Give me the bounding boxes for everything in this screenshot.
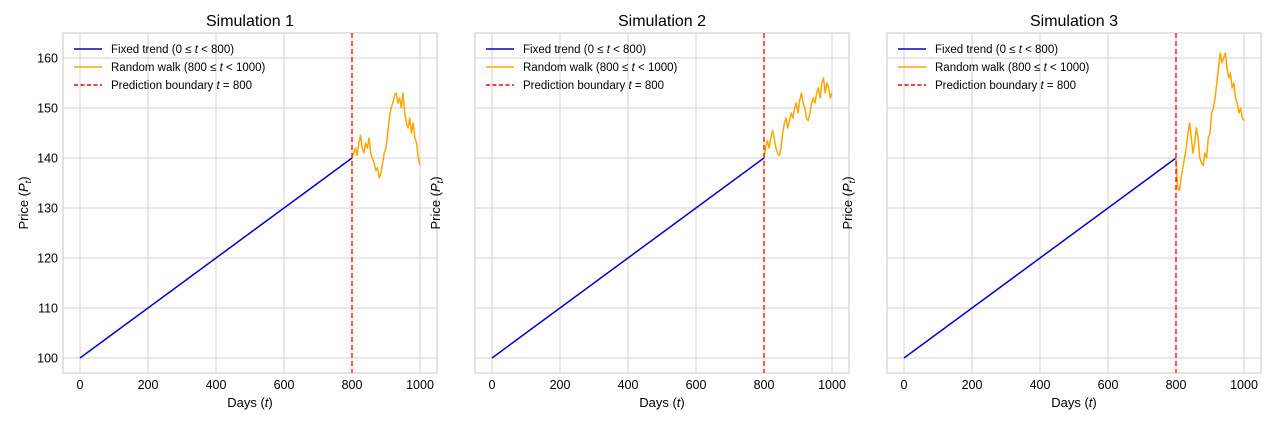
- x-axis-label: Days (t): [227, 395, 273, 410]
- x-axis-label: Days (t): [1051, 395, 1097, 410]
- legend-entry: Random walk (800 ≤ t < 1000): [935, 62, 1090, 74]
- x-tick-label: 0: [901, 378, 908, 392]
- x-tick-label: 800: [342, 378, 363, 392]
- x-tick-label: 1000: [818, 378, 846, 392]
- legend-entry: Fixed trend (0 ≤ t < 800): [523, 44, 646, 56]
- y-tick-label: 160: [37, 52, 58, 66]
- legend: Fixed trend (0 ≤ t < 800) Random walk (80…: [486, 44, 678, 92]
- y-axis-label: Price (Pt): [16, 176, 33, 229]
- y-axis-label: Price (Pt): [428, 176, 445, 229]
- x-tick-label: 600: [686, 378, 707, 392]
- x-tick-label: 1000: [1230, 378, 1258, 392]
- y-axis-label: Price (Pt): [840, 176, 857, 229]
- x-tick-label: 1000: [406, 378, 434, 392]
- y-tick-label: 120: [37, 252, 58, 266]
- legend-entry: Random walk (800 ≤ t < 1000): [111, 62, 266, 74]
- y-tick-label: 100: [37, 352, 58, 366]
- legend-entry: Random walk (800 ≤ t < 1000): [523, 62, 678, 74]
- x-tick-label: 600: [1098, 378, 1119, 392]
- x-tick-label: 800: [1166, 378, 1187, 392]
- series-line-random-walk: [1175, 52, 1245, 192]
- series-line-fixed-trend: [79, 157, 353, 359]
- x-axis-label: Days (t): [639, 395, 685, 410]
- x-tick-label: 200: [550, 378, 571, 392]
- legend-entry: Fixed trend (0 ≤ t < 800): [935, 44, 1058, 56]
- plot-frame: [886, 32, 1262, 374]
- y-tick-label: 140: [37, 152, 58, 166]
- x-tick-label: 0: [489, 378, 496, 392]
- x-tick-label: 0: [77, 378, 84, 392]
- y-tick-label: 150: [37, 102, 58, 116]
- legend-entry: Prediction boundary t = 800: [111, 80, 252, 92]
- legend-entry: Fixed trend (0 ≤ t < 800): [111, 44, 234, 56]
- series-line-fixed-trend: [903, 157, 1177, 359]
- x-tick-label: 800: [754, 378, 775, 392]
- chart-panel-3: 0 200 400 600 800 1000 Simulation 3 Days (t) Pri…: [840, 13, 1262, 410]
- x-tick-label: 200: [138, 378, 159, 392]
- x-tick-label: 200: [962, 378, 983, 392]
- chart-panel-1: 0 200 400 600 800 1000 100 110 120 130 140 150 160 Si…: [16, 13, 438, 410]
- chart-title: Simulation 1: [206, 13, 294, 30]
- series-line-fixed-trend: [491, 157, 765, 359]
- y-tick-label: 130: [37, 202, 58, 216]
- chart-title: Simulation 3: [1030, 13, 1118, 30]
- legend: Fixed trend (0 ≤ t < 800) Random walk (80…: [74, 44, 266, 92]
- legend: Fixed trend (0 ≤ t < 800) Random walk (80…: [898, 44, 1090, 92]
- plot-frame: [62, 32, 438, 374]
- x-tick-label: 400: [618, 378, 639, 392]
- chart-title: Simulation 2: [618, 13, 706, 30]
- legend-entry: Prediction boundary t = 800: [523, 80, 664, 92]
- plot-frame: [474, 32, 850, 374]
- x-tick-label: 400: [206, 378, 227, 392]
- legend-entry: Prediction boundary t = 800: [935, 80, 1076, 92]
- series-line-random-walk: [351, 92, 421, 179]
- x-tick-label: 400: [1030, 378, 1051, 392]
- x-tick-label: 600: [274, 378, 295, 392]
- chart-panel-2: 0 200 400 600 800 1000 Simulation 2 Days (t) Pri…: [428, 13, 850, 410]
- y-tick-label: 110: [38, 302, 58, 316]
- series-line-random-walk: [763, 77, 833, 159]
